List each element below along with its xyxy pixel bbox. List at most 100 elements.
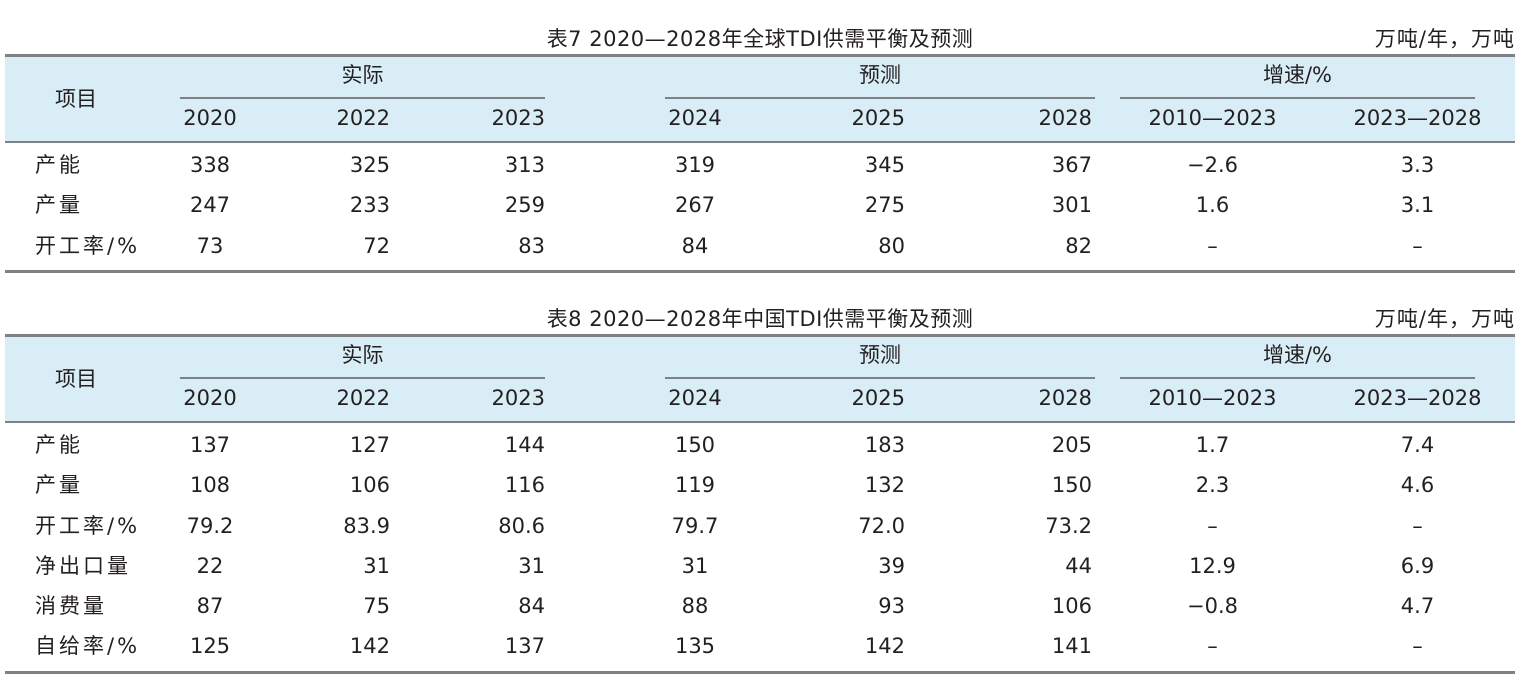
- cell-value: 87: [196, 594, 224, 619]
- table-8: 表8 2020—2028年中国TDI供需平衡及预测 万吨/年，万吨 项目 实际 …: [5, 298, 1515, 674]
- cell-value: –: [1412, 634, 1423, 659]
- cell-value: 83: [518, 233, 545, 258]
- cell-value: 3.1: [1400, 193, 1435, 218]
- table-row: 净出口量 22 31 31 31 39 44 12.9 6.9: [5, 546, 1515, 586]
- header-group-growth: 增速/%: [1262, 63, 1333, 87]
- cell-value: 132: [864, 473, 905, 498]
- header-year: 2020: [183, 106, 237, 130]
- cell-value: 12.9: [1189, 553, 1236, 578]
- cell-value: 79.2: [186, 513, 234, 538]
- table-row: 产能 137 127 144 150 183 205 1.7 7.4: [5, 425, 1515, 465]
- table-body: 产能 338 325 313 319 345 367 −2.6 3.3 产量 2…: [5, 143, 1515, 273]
- caption-row: 表7 2020—2028年全球TDI供需平衡及预测 万吨/年，万吨: [5, 18, 1515, 54]
- cell-value: −2.6: [1187, 153, 1238, 177]
- table-header: 项目 实际 预测 增速/% 2020 2022 2023 2024 2025 2…: [5, 334, 1515, 423]
- table-row: 开工率/% 79.2 83.9 80.6 79.7 72.0 73.2 – –: [5, 506, 1515, 546]
- header-year: 2023: [491, 386, 545, 410]
- group-rule-growth: [1120, 377, 1475, 379]
- cell-value: 73.2: [1045, 513, 1092, 538]
- table-row: 开工率/% 73 72 83 84 80 82 – –: [5, 226, 1515, 266]
- cell-value: 22: [196, 553, 224, 578]
- cell-value: 205: [1051, 433, 1092, 457]
- group-rule-growth: [1120, 97, 1475, 99]
- cell-value: 73: [196, 233, 224, 258]
- table-header: 项目 实际 预测 增速/% 2020 2022 2023 2024 2025 2…: [5, 54, 1515, 143]
- cell-value: 93: [878, 594, 905, 619]
- cell-value: 7.4: [1400, 433, 1435, 457]
- table-row: 自给率/% 125 142 137 135 142 141 – –: [5, 626, 1515, 666]
- table-row: 产量 247 233 259 267 275 301 1.6 3.1: [5, 185, 1515, 225]
- header-group-growth: 增速/%: [1262, 343, 1333, 367]
- table-7: 表7 2020—2028年全球TDI供需平衡及预测 万吨/年，万吨 项目 实际 …: [5, 18, 1515, 273]
- cell-value: 301: [1051, 193, 1092, 218]
- cell-value: 2.3: [1195, 473, 1230, 498]
- row-label: 产能: [35, 153, 83, 177]
- group-rule-forecast: [665, 97, 1095, 99]
- header-group-forecast: 预测: [859, 343, 901, 367]
- group-rule-forecast: [665, 377, 1095, 379]
- cell-value: 150: [674, 433, 716, 457]
- table-row: 产能 338 325 313 319 345 367 −2.6 3.3: [5, 145, 1515, 185]
- cell-value: 39: [878, 553, 905, 578]
- cell-value: 84: [518, 594, 545, 619]
- cell-value: 1.7: [1195, 433, 1230, 457]
- unit-label: 万吨/年，万吨: [1374, 27, 1515, 51]
- cell-value: 106: [1051, 594, 1092, 619]
- header-year: 2024: [668, 106, 722, 130]
- header-year: 2024: [668, 386, 722, 410]
- header-year: 2023—2028: [1353, 386, 1482, 410]
- cell-value: 183: [864, 433, 905, 457]
- cell-value: –: [1207, 233, 1218, 258]
- cell-value: 137: [189, 433, 231, 457]
- cell-value: 367: [1051, 153, 1092, 177]
- cell-value: –: [1207, 513, 1218, 538]
- cell-value: 31: [681, 553, 709, 578]
- table-caption: 表8 2020—2028年中国TDI供需平衡及预测: [546, 307, 974, 331]
- cell-value: 142: [349, 634, 390, 659]
- cell-value: 259: [504, 193, 545, 218]
- row-label: 产量: [35, 193, 83, 218]
- table-body: 产能 137 127 144 150 183 205 1.7 7.4 产量 10…: [5, 423, 1515, 674]
- header-year: 2010—2023: [1148, 106, 1277, 130]
- row-label: 开工率/%: [35, 513, 141, 538]
- cell-value: 313: [504, 153, 545, 177]
- header-year: 2025: [851, 386, 905, 410]
- cell-value: 3.3: [1400, 153, 1435, 177]
- group-rule-actual: [180, 97, 545, 99]
- header-year: 2025: [851, 106, 905, 130]
- cell-value: 135: [674, 634, 716, 659]
- cell-value: 127: [349, 433, 390, 457]
- cell-value: 83.9: [343, 513, 390, 538]
- cell-value: 75: [363, 594, 390, 619]
- header-item: 项目: [55, 87, 97, 111]
- row-label: 产量: [35, 473, 83, 498]
- cell-value: −0.8: [1187, 594, 1238, 619]
- cell-value: 275: [864, 193, 905, 218]
- cell-value: 108: [189, 473, 231, 498]
- header-group-actual: 实际: [341, 63, 384, 87]
- cell-value: 142: [864, 634, 905, 659]
- cell-value: 44: [1065, 553, 1092, 578]
- cell-value: –: [1207, 634, 1218, 659]
- cell-value: 79.7: [671, 513, 719, 538]
- cell-value: 150: [1051, 473, 1092, 498]
- header-year: 2023—2028: [1353, 106, 1482, 130]
- header-year: 2022: [336, 386, 390, 410]
- cell-value: 267: [674, 193, 716, 218]
- header-group-actual: 实际: [341, 343, 384, 367]
- cell-value: 80.6: [498, 513, 545, 538]
- header-year: 2023: [491, 106, 545, 130]
- cell-value: 88: [681, 594, 709, 619]
- table-caption: 表7 2020—2028年全球TDI供需平衡及预测: [546, 27, 974, 51]
- cell-value: –: [1412, 233, 1423, 258]
- cell-value: 80: [878, 233, 905, 258]
- header-item: 项目: [55, 367, 97, 391]
- cell-value: 119: [674, 473, 716, 498]
- cell-value: 137: [504, 634, 545, 659]
- cell-value: 247: [189, 193, 231, 218]
- cell-value: 106: [349, 473, 390, 498]
- row-label: 产能: [35, 433, 83, 457]
- cell-value: 72.0: [858, 513, 905, 538]
- cell-value: 72: [363, 233, 390, 258]
- cell-value: 325: [349, 153, 390, 177]
